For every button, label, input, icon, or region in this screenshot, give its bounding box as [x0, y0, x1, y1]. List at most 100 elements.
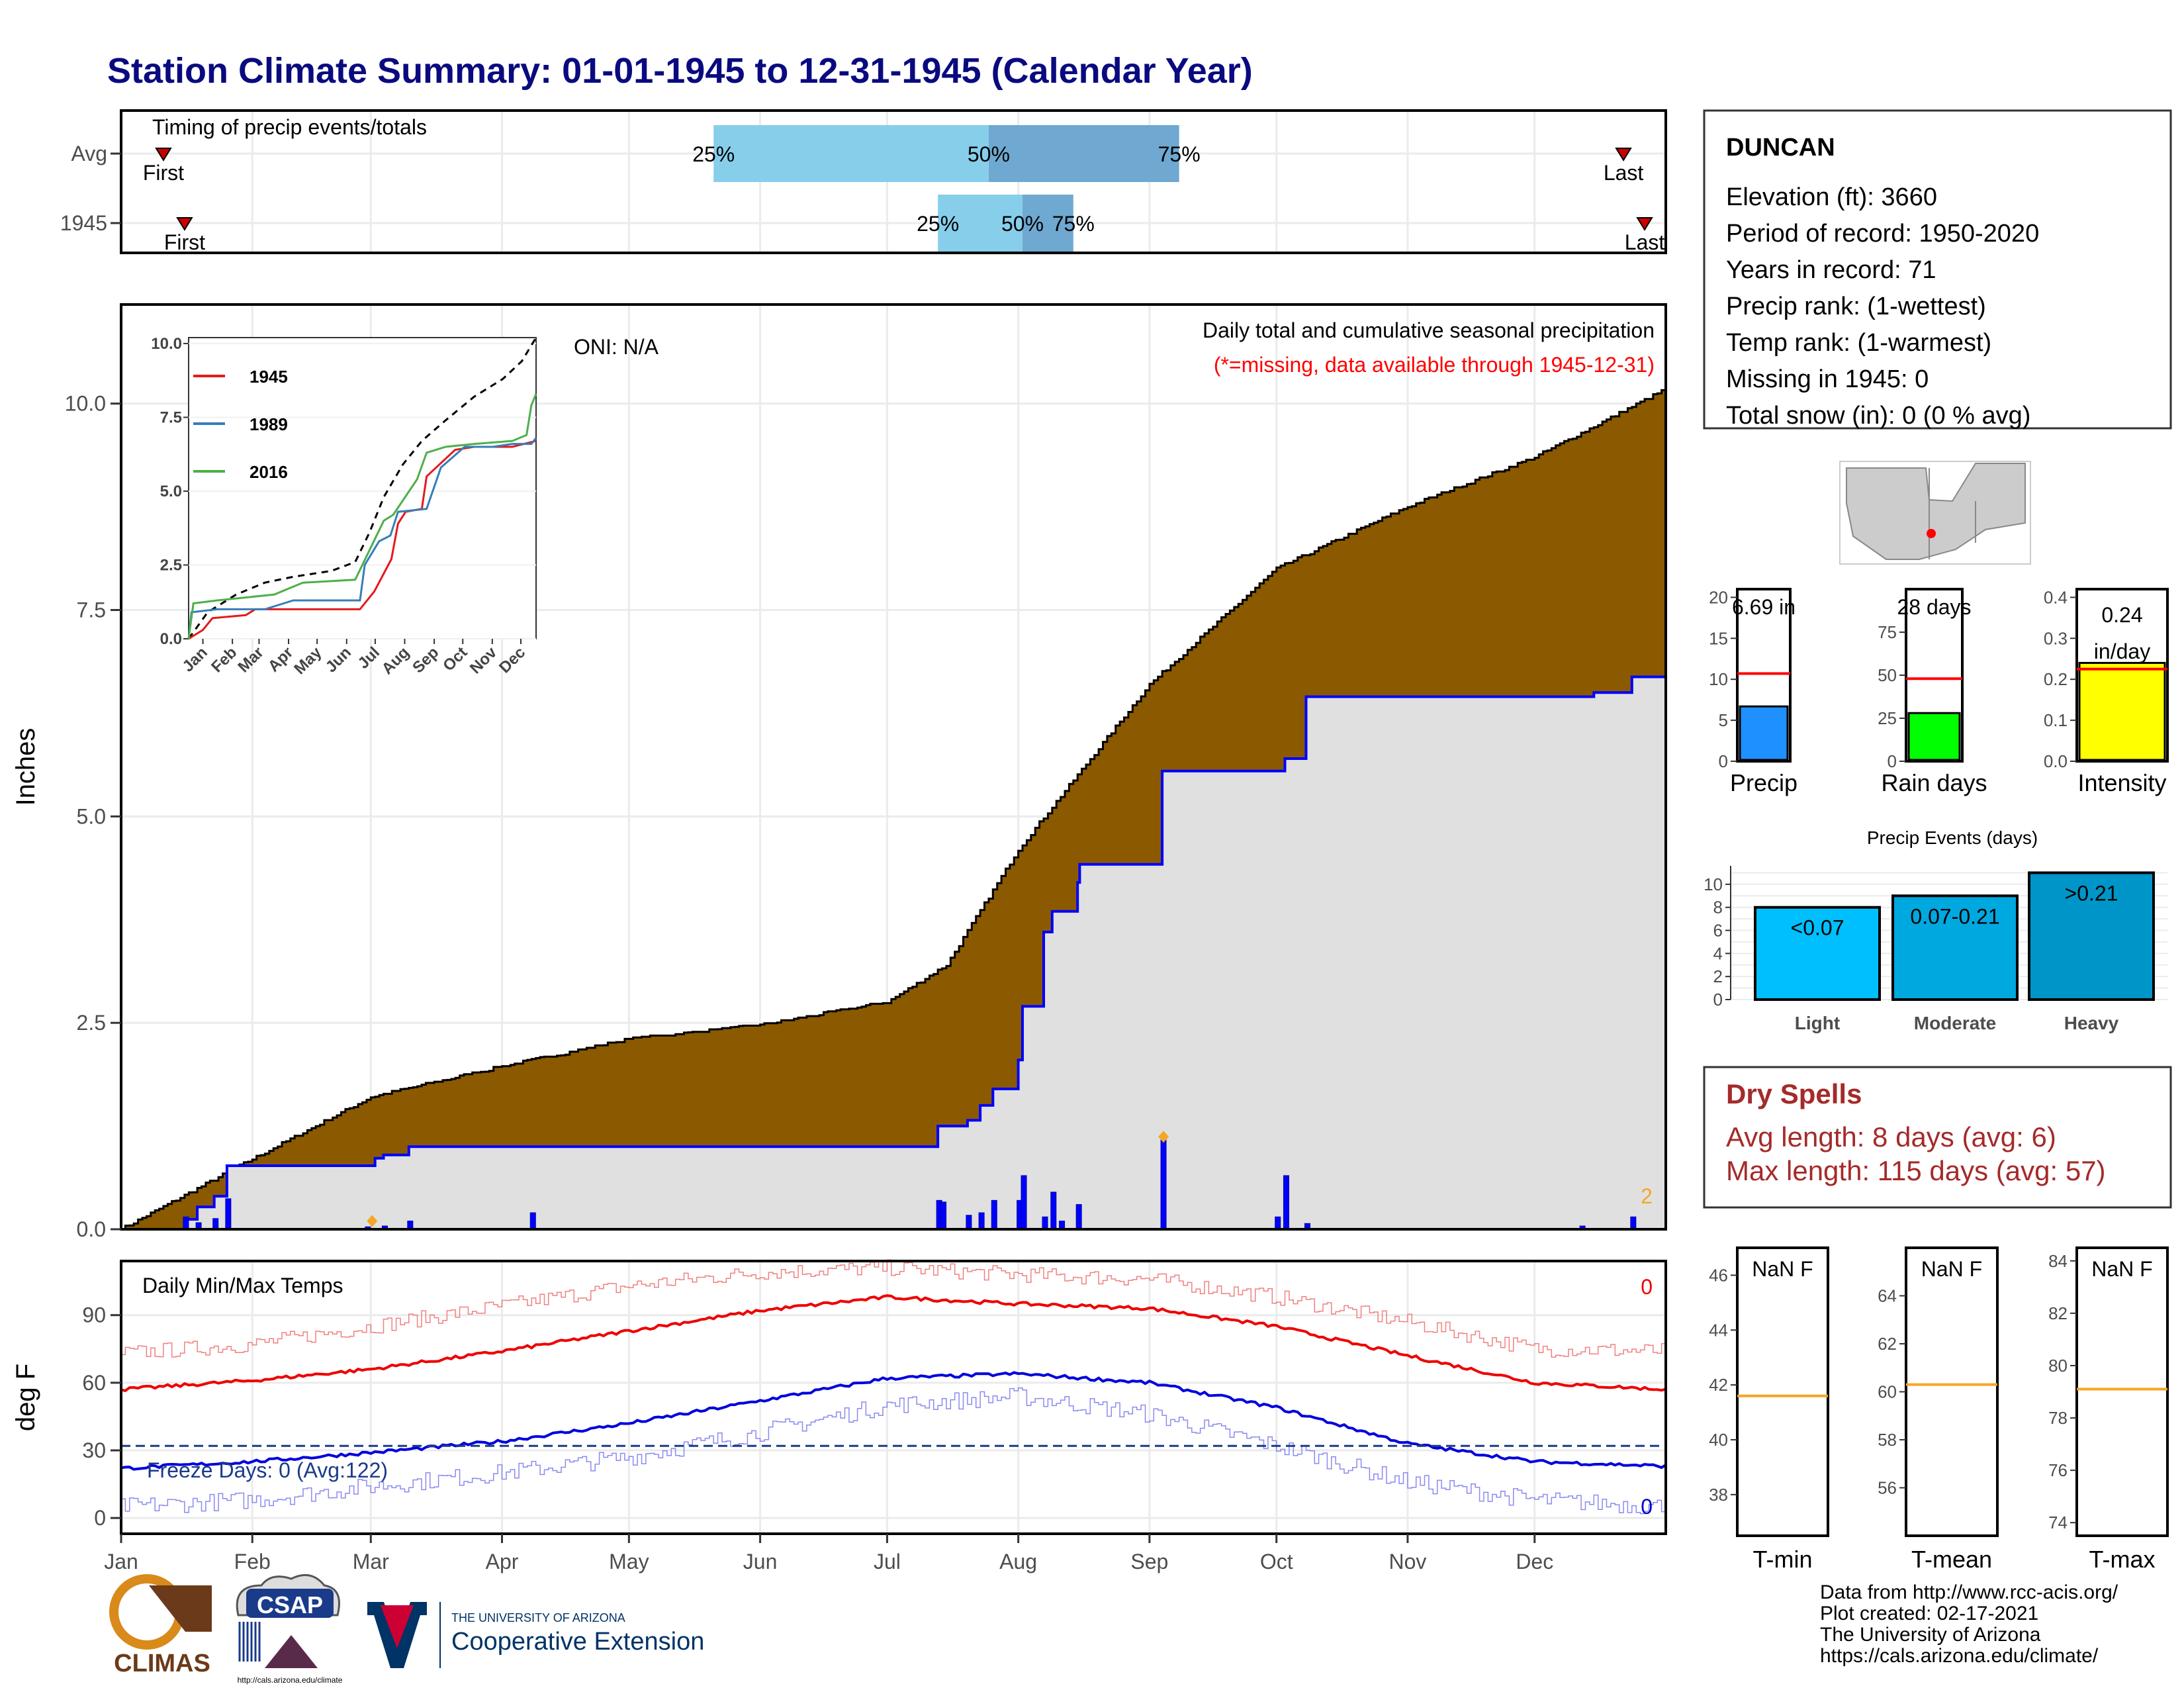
month-label: Feb — [234, 1550, 271, 1573]
csap-logo-text: CSAP — [257, 1591, 323, 1618]
tgauge-tick-label: 42 — [1709, 1375, 1728, 1395]
inset-legend-label: 2016 — [250, 462, 288, 482]
inset-ytick-label: 5.0 — [160, 483, 182, 500]
missing-data-icon — [1158, 1131, 1169, 1143]
tgauge-tick-label: 74 — [2048, 1513, 2068, 1532]
tgauge-tick-label: 58 — [1878, 1430, 1897, 1450]
daily-precip-bar — [1283, 1175, 1289, 1230]
missing-count: 2 — [1641, 1184, 1653, 1208]
station-detail: Elevation (ft): 3660 — [1726, 183, 1937, 211]
gauge-tick-label: 10 — [1709, 669, 1728, 689]
month-label: Jul — [874, 1550, 901, 1573]
temp-ytick-label: 0 — [94, 1506, 106, 1530]
temp-gauges: 38 40 42 44 46 NaN F T-min 56 58 60 62 64 NaN F T-mea… — [1709, 1246, 2169, 1573]
ua-logo-icon — [367, 1602, 427, 1668]
timing-pct-label: 50% — [968, 142, 1010, 166]
event-bar-label: <0.07 — [1791, 916, 1844, 940]
tgauge-frame — [2075, 1246, 2169, 1537]
tgauge-tick-label: 60 — [1878, 1382, 1897, 1402]
inset-1989-line — [187, 437, 537, 639]
oni-label: ONI: N/A — [574, 335, 659, 359]
temp-panel: 0 30 60 90 deg F Daily Min/Max Temps Freeze Da… — [11, 1259, 1667, 1573]
timing-row-label: 1945 — [60, 211, 107, 235]
tgauge-tick-label: 80 — [2048, 1356, 2068, 1376]
gauge-tick-label: 20 — [1709, 587, 1728, 607]
timing-bar-50-75 — [1023, 195, 1073, 252]
daily-precip-bar — [966, 1215, 972, 1230]
inset-ytick-label: 7.5 — [160, 408, 182, 426]
events-title: Precip Events (days) — [1867, 827, 2038, 848]
dry-spells-title: Dry Spells — [1726, 1078, 1862, 1109]
gauge-value-label: in/day — [2094, 639, 2150, 663]
events-tick-label: 0 — [1713, 990, 1723, 1009]
timing-frame — [120, 109, 1667, 254]
timing-marker-icon — [155, 148, 172, 162]
event-bar — [2028, 871, 2155, 1001]
gauge-tick-label: 5 — [1719, 710, 1728, 730]
map-region — [1846, 463, 2026, 560]
station-info-box: DUNCAN Elevation (ft): 3660 Period of reco… — [1703, 109, 2172, 430]
gauge-value-label: 0.24 — [2101, 603, 2142, 627]
timing-pct-label: 25% — [692, 142, 735, 166]
daily-precip-bar — [225, 1198, 232, 1230]
record-max-line — [121, 1259, 1666, 1358]
daily-precip-bar — [1021, 1175, 1027, 1230]
inset-avg-line — [187, 337, 537, 639]
daily-precip-bar — [212, 1218, 219, 1230]
station-detail: Temp rank: (1-warmest) — [1726, 329, 1991, 357]
timing-marker-label: Last — [1604, 161, 1644, 185]
station-location-marker — [1927, 529, 1936, 538]
ua-big-text: Cooperative Extension — [451, 1628, 704, 1656]
precip-frame — [120, 303, 1667, 1231]
footer-line: The University of Arizona — [1820, 1624, 2041, 1646]
inset-frame — [188, 337, 537, 639]
event-category: Heavy — [2064, 1013, 2119, 1033]
precip-ytick-label: 0.0 — [77, 1217, 106, 1241]
missing-data-icon — [367, 1215, 378, 1227]
gauge-tick-label: 0 — [1888, 751, 1897, 771]
timing-bar-25-50 — [938, 195, 1023, 252]
freeze-days-label: Freeze Days: 0 (Avg:122) — [147, 1458, 388, 1482]
timing-panel: 25% 50% 75% First Last 25% 50% 75% First Last Avg 1… — [60, 109, 1667, 254]
cold-count: 0 — [1641, 1495, 1653, 1519]
tgauge-value-label: NaN F — [1921, 1257, 1982, 1281]
station-name: DUNCAN — [1726, 134, 1835, 162]
timing-marker-label: First — [143, 161, 184, 185]
daily-precip-bar — [940, 1201, 947, 1230]
event-category: Moderate — [1914, 1013, 1996, 1033]
dry-spells-avg: Avg length: 8 days (avg: 6) — [1726, 1121, 2056, 1152]
tgauge-tick-label: 38 — [1709, 1485, 1728, 1505]
csap-mountain-icon — [265, 1635, 318, 1668]
inset-legend-label: 1945 — [250, 367, 288, 387]
gauge-value-label: 6.69 in — [1732, 595, 1796, 619]
temp-ytick-label: 60 — [82, 1371, 106, 1395]
daily-precip-bar — [529, 1212, 536, 1230]
timing-pct-label: 75% — [1158, 142, 1201, 166]
dry-spells-frame — [1703, 1066, 2172, 1209]
daily-precip-bar — [183, 1216, 189, 1230]
month-label: Nov — [1388, 1550, 1426, 1573]
tgauge-frame — [1905, 1246, 1999, 1537]
daily-precip-bar — [978, 1212, 985, 1230]
gauge-tick-label: 50 — [1878, 665, 1897, 685]
gauge-tick-label: 25 — [1878, 708, 1897, 728]
precip-events-chart: Precip Events (days) <0.07 Light 0.07-0.21 M… — [1704, 827, 2167, 1033]
inset-ytick-label: 2.5 — [160, 556, 182, 574]
events-tick-label: 10 — [1704, 874, 1723, 894]
tgauge-frame — [1736, 1246, 1829, 1537]
month-label: Dec — [1516, 1550, 1553, 1573]
gauge-tick-label: 0.2 — [2044, 669, 2068, 689]
month-label: Oct — [1260, 1550, 1293, 1573]
tgauge-tick-label: 46 — [1709, 1265, 1728, 1285]
event-category: Light — [1795, 1013, 1840, 1033]
climas-logo-shape — [149, 1585, 212, 1632]
inset-2016-line — [187, 393, 537, 639]
gauge-tick-label: 0.1 — [2044, 710, 2068, 730]
gauge-tick-label: 0.4 — [2044, 587, 2068, 607]
map-border — [1929, 468, 1976, 559]
station-detail: Total snow (in): 0 (0 % avg) — [1726, 402, 2030, 430]
precip-missing-note: (*=missing, data available through 1945-… — [1214, 353, 1655, 377]
month-label: Jan — [104, 1550, 138, 1573]
station-frame — [1703, 109, 2172, 430]
dry-spells-box: Dry Spells Avg length: 8 days (avg: 6)Max… — [1703, 1066, 2172, 1209]
